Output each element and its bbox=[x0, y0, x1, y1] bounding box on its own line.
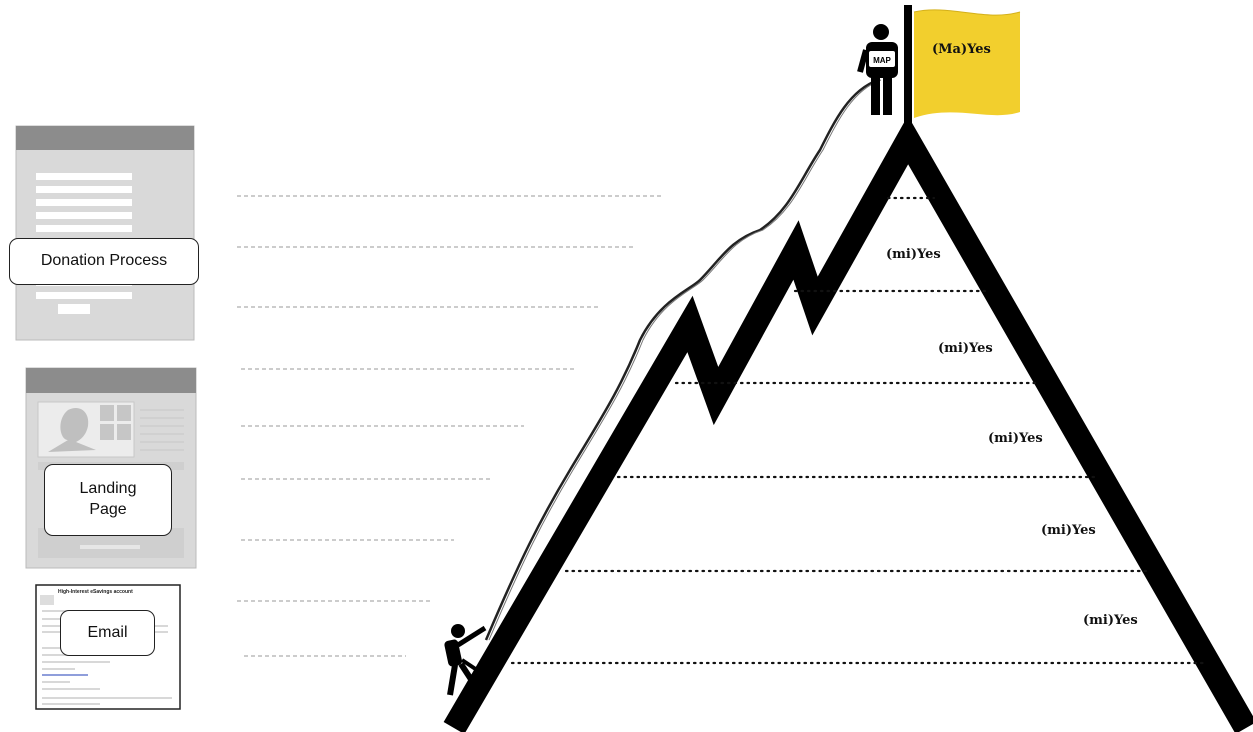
step-label: (mi)Yes bbox=[1083, 613, 1138, 628]
step-label: (mi)Yes bbox=[938, 341, 993, 356]
landing-page-label: Landing Page bbox=[44, 464, 172, 536]
flag-pole bbox=[904, 5, 912, 135]
donation-process-label: Donation Process bbox=[9, 238, 199, 285]
step-label: (mi)Yes bbox=[1041, 523, 1096, 538]
dotted-levels bbox=[510, 196, 1207, 665]
summit-flag-label: (Ma)Yes bbox=[932, 42, 991, 57]
step-label: (mi)Yes bbox=[988, 431, 1043, 446]
mountain-outline bbox=[443, 115, 1253, 732]
map-sign-text: MAP bbox=[873, 56, 891, 65]
dashed-guides bbox=[237, 195, 662, 657]
climber-icon bbox=[444, 624, 487, 696]
climb-rope bbox=[484, 78, 879, 641]
step-label: (mi)Yes bbox=[886, 247, 941, 262]
email-subject: High-Interest eSavings account bbox=[58, 589, 133, 595]
flag bbox=[914, 9, 1020, 118]
summit-person-icon bbox=[857, 24, 898, 115]
donation-form-mockup bbox=[15, 125, 195, 341]
email-label: Email bbox=[60, 610, 155, 656]
